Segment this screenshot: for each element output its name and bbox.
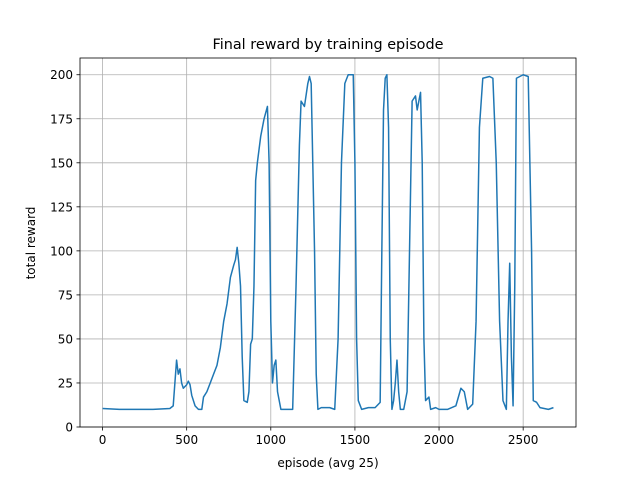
y-tick-label: 0 [65, 421, 73, 435]
y-tick-label: 150 [50, 156, 73, 170]
x-tick-label: 1500 [340, 433, 371, 447]
chart-title: Final reward by training episode [213, 37, 444, 53]
y-tick-label: 50 [58, 332, 73, 346]
y-tick-label: 100 [50, 244, 73, 258]
y-axis-label: total reward [24, 207, 38, 280]
data-line [102, 73, 554, 411]
x-tick-label: 2500 [508, 433, 539, 447]
y-tick-label: 125 [50, 200, 73, 214]
y-tick-label: 175 [50, 112, 73, 126]
y-tick-label: 75 [58, 288, 73, 302]
x-tick-label: 2000 [424, 433, 455, 447]
y-tick-label: 25 [58, 376, 73, 390]
x-tick-label: 1000 [256, 433, 287, 447]
x-axis-label: episode (avg 25) [277, 456, 378, 470]
y-tick-label: 200 [50, 68, 73, 82]
x-tick-label: 500 [175, 433, 198, 447]
x-tick-label: 0 [99, 433, 107, 447]
plot-frame [79, 57, 577, 428]
